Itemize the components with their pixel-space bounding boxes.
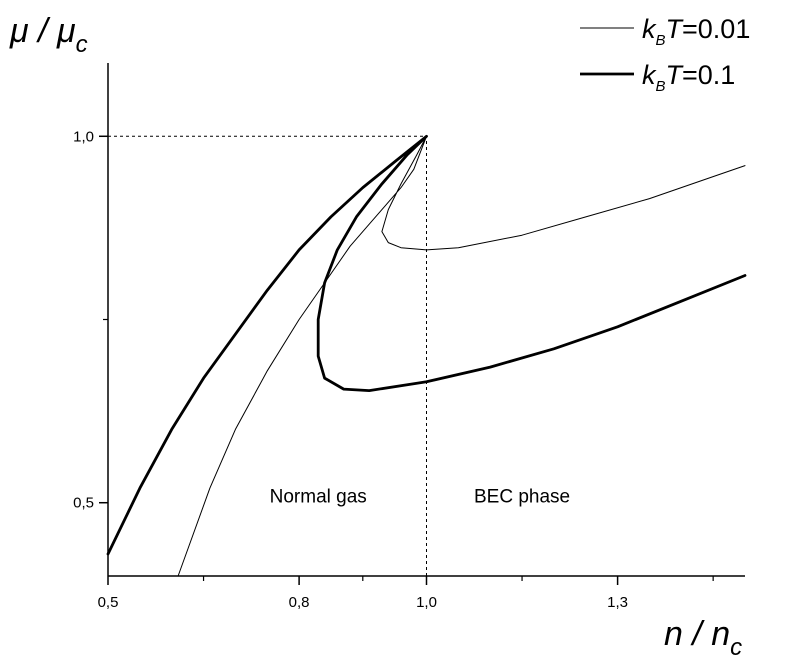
region-label-1: BEC phase bbox=[474, 487, 570, 508]
ticks: 0,5 0,8 1,0 1,3 0,5 1,0 bbox=[73, 128, 714, 611]
legend-label-0-sub: B bbox=[656, 32, 666, 49]
legend-label-1: kBT=0.1 bbox=[642, 60, 735, 95]
x-axis-title-sub: c bbox=[730, 634, 742, 661]
legend-label-0-var: T bbox=[666, 14, 685, 44]
series-line-1 bbox=[106, 134, 747, 556]
region-label-0: Normal gas bbox=[270, 487, 367, 508]
y-tick-label: 1,0 bbox=[73, 128, 94, 145]
legend-label-1-prefix: k bbox=[642, 60, 657, 90]
legend-entry-0: kBT=0.01 bbox=[580, 14, 750, 49]
legend-label-1-var: T bbox=[666, 60, 685, 90]
reference-lines bbox=[108, 135, 427, 576]
x-tick-label: 1,0 bbox=[416, 594, 437, 611]
axes bbox=[107, 63, 745, 577]
x-axis-title-main: n / n bbox=[664, 615, 730, 653]
legend-label-0: kBT=0.01 bbox=[642, 14, 750, 49]
y-axis-title-sub: c bbox=[76, 31, 88, 58]
y-axis-title-main: μ / μ bbox=[9, 12, 76, 50]
region-annotations: Normal gas BEC phase bbox=[270, 487, 570, 508]
legend-label-0-suffix: =0.01 bbox=[682, 14, 750, 44]
x-tick-label: 0,5 bbox=[98, 594, 119, 611]
legend-label-1-sub: B bbox=[656, 78, 666, 95]
x-tick-label: 1,3 bbox=[607, 594, 628, 611]
legend-entry-1: kBT=0.1 bbox=[580, 60, 735, 95]
legend-label-1-suffix: =0.1 bbox=[682, 60, 735, 90]
x-axis-title: n / nc bbox=[664, 615, 742, 661]
series-lines bbox=[106, 134, 747, 577]
legend: kBT=0.01 kBT=0.1 bbox=[580, 14, 750, 95]
legend-label-0-prefix: k bbox=[642, 14, 657, 44]
series-line-0 bbox=[177, 135, 746, 577]
x-tick-label: 0,8 bbox=[289, 594, 310, 611]
y-axis-title: μ / μc bbox=[9, 12, 88, 58]
y-tick-label: 0,5 bbox=[73, 495, 94, 512]
